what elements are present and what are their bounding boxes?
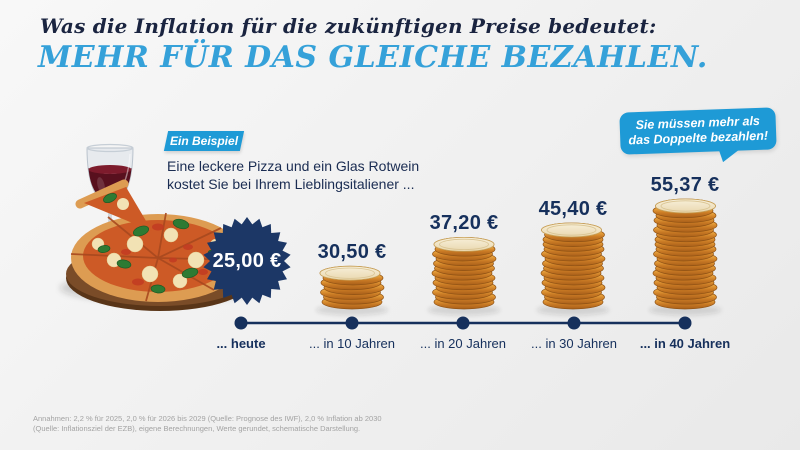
coin-stack <box>319 265 385 310</box>
starburst-badge <box>203 217 291 305</box>
timeline-label: ... in 10 Jahren <box>309 336 395 351</box>
page-kicker: Was die Inflation für die zukünftigen Pr… <box>40 14 657 38</box>
timeline-dot <box>567 316 581 330</box>
pizza-wine-illustration <box>60 143 260 311</box>
coin-stack <box>652 198 718 310</box>
pizza-slice <box>75 179 152 231</box>
example-description-line1: Eine leckere Pizza und ein Glas Rotwein <box>167 158 420 174</box>
coin-stack <box>431 236 497 310</box>
footnote-line2: (Quelle: Inflationsziel der EZB), eigene… <box>33 423 361 433</box>
timeline-label: ... heute <box>216 336 266 351</box>
timeline-label: ... in 40 Jahren <box>639 336 731 351</box>
timeline-label: ... in 20 Jahren <box>420 336 506 351</box>
example-description-line2: kostet Sie bei Ihrem Lieblingsitaliener … <box>167 176 415 192</box>
price-label: 45,40 € <box>538 198 608 220</box>
start-price-label: 25,00 € <box>212 250 282 272</box>
price-label: 55,37 € <box>650 174 720 196</box>
example-description: Eine leckere Pizza und ein Glas Rotwein … <box>167 157 419 193</box>
timeline-dot <box>678 316 692 330</box>
timeline-dot <box>345 316 359 330</box>
page-headline: MEHR FÜR DAS GLEICHE BEZAHLEN. <box>38 40 708 75</box>
footnote: Annahmen: 2,2 % für 2025, 2,0 % für 2026… <box>33 414 382 433</box>
price-label: 37,20 € <box>429 212 499 235</box>
price-label: 30,50 € <box>317 241 387 264</box>
timeline-label: ... in 30 Jahren <box>531 336 617 351</box>
timeline-dot <box>456 316 470 330</box>
timeline-dot <box>234 316 248 330</box>
coin-stack <box>540 222 606 310</box>
footnote-line1: Annahmen: 2,2 % für 2025, 2,0 % für 2026… <box>33 414 382 423</box>
